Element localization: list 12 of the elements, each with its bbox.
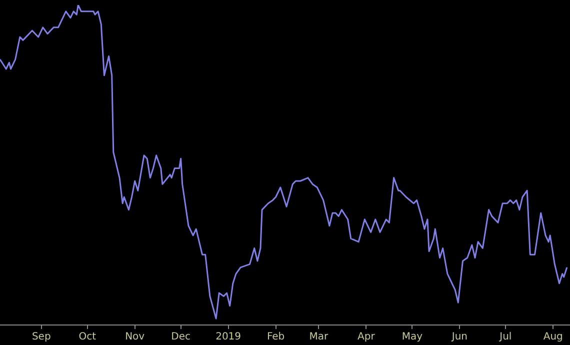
x-tick-label: Jul	[498, 332, 512, 343]
x-tick-label: Nov	[125, 332, 145, 343]
x-tick-label: Sep	[32, 332, 51, 343]
x-tick-label: Feb	[266, 332, 285, 343]
x-tick-label: Jun	[450, 332, 468, 343]
x-tick-label: Apr	[358, 332, 376, 343]
x-tick-label: May	[402, 332, 423, 343]
x-tick-label: Mar	[309, 332, 330, 343]
x-tick-label: Dec	[171, 332, 190, 343]
x-tick-label: Aug	[543, 332, 563, 343]
x-tick-label: Oct	[78, 332, 96, 343]
x-tick-label: 2019	[216, 332, 242, 343]
